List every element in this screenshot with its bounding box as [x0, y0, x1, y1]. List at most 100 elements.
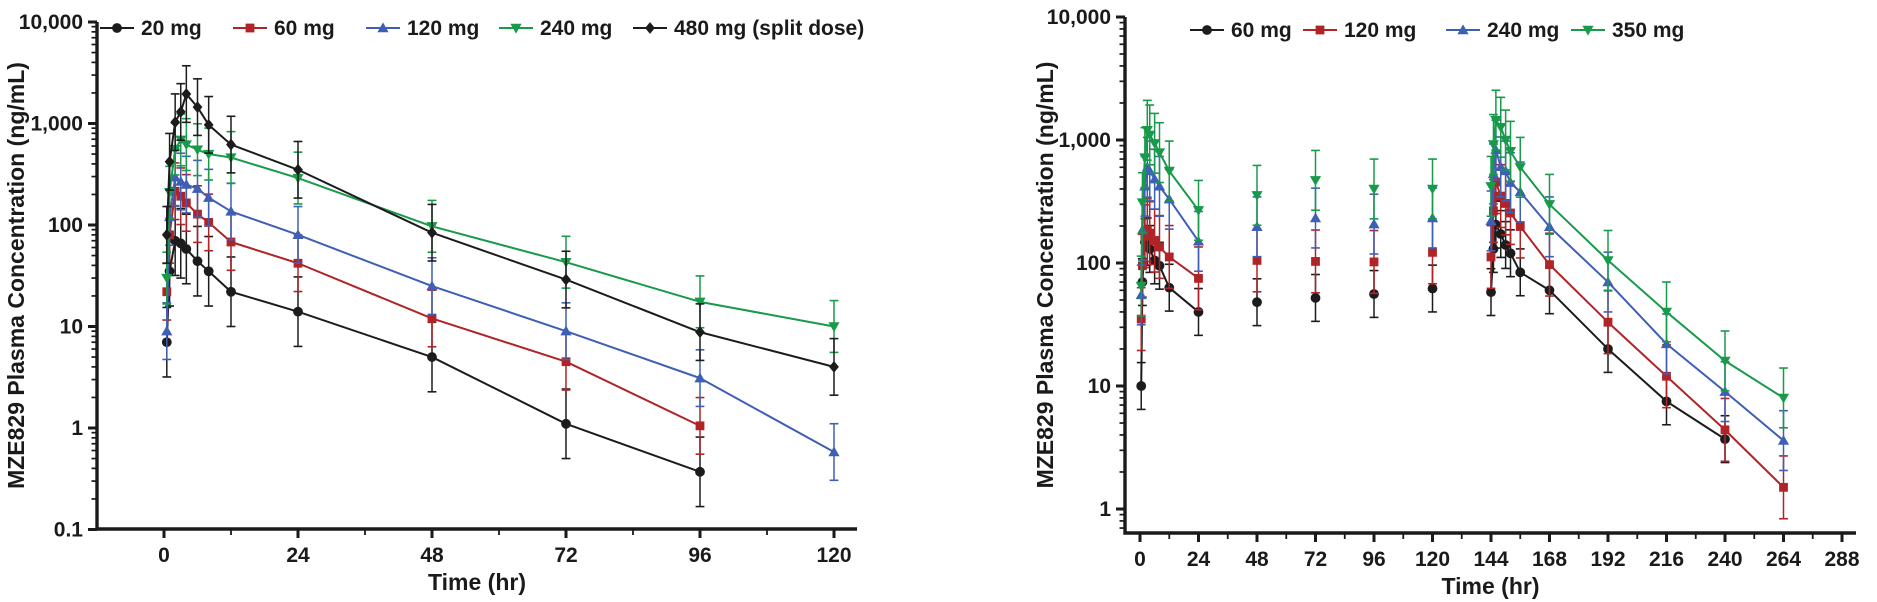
x-tick-label: 168	[1532, 548, 1567, 571]
legend-item-240-mg: 240 mg	[499, 17, 612, 40]
data-point-marker	[1144, 130, 1156, 141]
series-120-mg	[161, 148, 840, 482]
data-point-marker	[1582, 25, 1594, 36]
data-point-marker	[645, 22, 655, 34]
x-tick-label: 240	[1707, 548, 1742, 571]
data-point-marker	[169, 171, 181, 182]
data-point-marker	[175, 175, 187, 186]
data-point-marker	[1491, 177, 1501, 187]
data-point-marker	[1660, 307, 1673, 318]
data-point-marker	[561, 357, 571, 367]
legend-item-480-mg-split-dose-: 480 mg (split dose)	[633, 17, 864, 40]
single-dose-chart-svg: 10,000 1,000 100 10 1 0.1 0 24 48 72 96 120 Time (hr…	[3, 11, 864, 595]
data-point-marker	[1504, 147, 1517, 157]
data-point-marker	[1369, 257, 1379, 267]
multiple-dose-chart: 10,000 1,000 100 10 1 0 24 48 72 96 120 144 168 192 21…	[940, 0, 1877, 602]
data-point-marker	[427, 314, 437, 323]
data-point-marker	[1490, 115, 1502, 126]
data-point-marker	[1504, 177, 1517, 187]
y-tick-label: 1,000	[1058, 129, 1111, 152]
legend-item-60-mg: 60 mg	[233, 17, 335, 40]
data-point-marker	[427, 226, 437, 239]
legend: 20 mg 60 mg 120 mg 240 mg 480 mg (split dose…	[100, 17, 864, 40]
data-point-marker	[561, 273, 571, 286]
data-point-marker	[1140, 231, 1150, 241]
legend-label: 240 mg	[540, 17, 612, 40]
data-point-marker	[1486, 287, 1496, 297]
legend-item-350-mg: 350 mg	[1571, 19, 1684, 42]
y-tick-label: 1	[71, 417, 83, 440]
x-tick-label: 120	[816, 544, 851, 567]
legend-label: 20 mg	[141, 17, 202, 40]
data-point-marker	[1145, 228, 1155, 238]
data-point-marker	[1495, 161, 1507, 172]
y-tick-label: 1	[1099, 498, 1111, 521]
legend-label: 240 mg	[1487, 19, 1559, 42]
x-tick-label: 48	[420, 544, 444, 567]
x-tick-label: 216	[1649, 548, 1684, 571]
data-point-marker	[695, 421, 705, 431]
data-point-marker	[1427, 283, 1438, 294]
x-axis-ticks: 0 24 48 72 96 120 144 168 192 216 240 264 288	[1134, 533, 1860, 571]
x-axis-ticks: 0 24 48 72 96 120	[158, 529, 852, 567]
legend-label: 60 mg	[274, 17, 335, 40]
data-point-marker	[1136, 198, 1149, 209]
data-point-marker	[694, 372, 706, 383]
data-point-marker	[164, 155, 175, 168]
data-point-marker	[1603, 317, 1613, 327]
data-point-marker	[695, 326, 705, 339]
data-point-marker	[1500, 240, 1511, 250]
data-point-marker	[1164, 252, 1174, 262]
data-point-marker	[293, 306, 303, 317]
x-tick-label: 144	[1473, 548, 1508, 571]
y-axis-title: MZE829 Plasma Concentration (ng/mL)	[3, 62, 29, 489]
x-tick-label: 48	[1245, 548, 1269, 571]
data-point-marker	[175, 106, 186, 118]
series-20-mg	[161, 205, 705, 508]
data-point-marker	[1505, 248, 1516, 259]
data-point-marker	[1515, 267, 1526, 278]
data-point-marker	[203, 118, 214, 131]
x-axis-title: Time (hr)	[1442, 573, 1540, 599]
data-point-marker	[1501, 199, 1511, 208]
x-tick-label: 264	[1766, 548, 1801, 571]
y-axis-title: MZE829 Plasma Concentration (ng/mL)	[1032, 62, 1058, 489]
data-point-marker	[1150, 236, 1160, 246]
x-tick-label: 72	[554, 544, 577, 567]
y-tick-label: 10	[1088, 375, 1111, 398]
legend-item-60-mg: 60 mg	[1190, 19, 1292, 42]
data-point-marker	[226, 138, 236, 151]
data-point-marker	[1514, 163, 1526, 173]
legend-label: 480 mg (split dose)	[674, 17, 864, 40]
data-point-marker	[1251, 191, 1263, 201]
series-240-mg	[161, 113, 840, 354]
data-point-marker	[695, 466, 705, 477]
legend-item-120-mg: 120 mg	[1303, 19, 1416, 42]
data-point-marker	[1153, 180, 1166, 191]
data-point-marker	[112, 23, 122, 33]
legend-item-120-mg: 120 mg	[366, 17, 479, 40]
data-point-marker	[1485, 215, 1497, 226]
data-point-marker	[226, 286, 236, 297]
data-point-marker	[245, 23, 255, 33]
data-point-marker	[1515, 222, 1525, 231]
data-point-marker	[1602, 256, 1614, 266]
data-point-marker	[1488, 244, 1499, 254]
x-tick-label: 96	[1362, 548, 1385, 571]
data-point-marker	[1149, 139, 1161, 149]
data-point-marker	[1135, 281, 1147, 292]
data-point-marker	[1252, 255, 1262, 265]
data-point-marker	[192, 101, 203, 114]
data-point-marker	[1136, 381, 1147, 391]
x-tick-label: 96	[688, 544, 711, 567]
data-point-marker	[1457, 24, 1469, 35]
data-point-marker	[161, 325, 173, 336]
data-point-marker	[1194, 273, 1203, 283]
x-tick-label: 120	[1415, 548, 1450, 571]
data-point-marker	[1139, 153, 1151, 164]
y-tick-label: 10,000	[1047, 6, 1111, 29]
data-point-marker	[203, 149, 215, 160]
y-tick-label: 10,000	[19, 11, 83, 34]
